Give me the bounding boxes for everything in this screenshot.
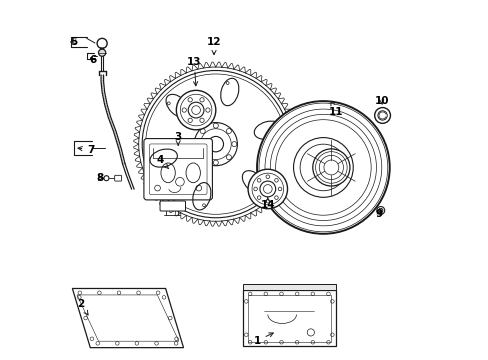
Text: 5: 5 xyxy=(70,37,77,47)
FancyBboxPatch shape xyxy=(160,201,185,211)
Text: 3: 3 xyxy=(174,132,182,145)
Text: 2: 2 xyxy=(77,299,88,315)
Text: 12: 12 xyxy=(206,37,221,55)
Circle shape xyxy=(378,208,382,213)
Circle shape xyxy=(104,176,109,181)
Text: 9: 9 xyxy=(375,209,382,219)
FancyBboxPatch shape xyxy=(143,139,212,200)
Text: 13: 13 xyxy=(187,57,201,86)
Polygon shape xyxy=(242,290,335,346)
Text: 11: 11 xyxy=(328,101,343,117)
Text: 8: 8 xyxy=(97,173,104,183)
Circle shape xyxy=(257,101,389,234)
Text: 6: 6 xyxy=(89,55,97,65)
Circle shape xyxy=(176,90,215,130)
Circle shape xyxy=(376,207,384,215)
Text: 7: 7 xyxy=(78,144,95,154)
Circle shape xyxy=(99,49,105,56)
Circle shape xyxy=(293,138,352,197)
Polygon shape xyxy=(72,288,183,348)
FancyBboxPatch shape xyxy=(115,175,121,181)
Text: 14: 14 xyxy=(260,197,275,210)
Text: 10: 10 xyxy=(374,96,388,106)
Polygon shape xyxy=(242,284,335,290)
Circle shape xyxy=(374,108,389,123)
Circle shape xyxy=(97,39,107,48)
Text: 1: 1 xyxy=(253,333,273,346)
Text: 4: 4 xyxy=(156,155,168,169)
Circle shape xyxy=(247,169,287,209)
Circle shape xyxy=(312,149,349,186)
